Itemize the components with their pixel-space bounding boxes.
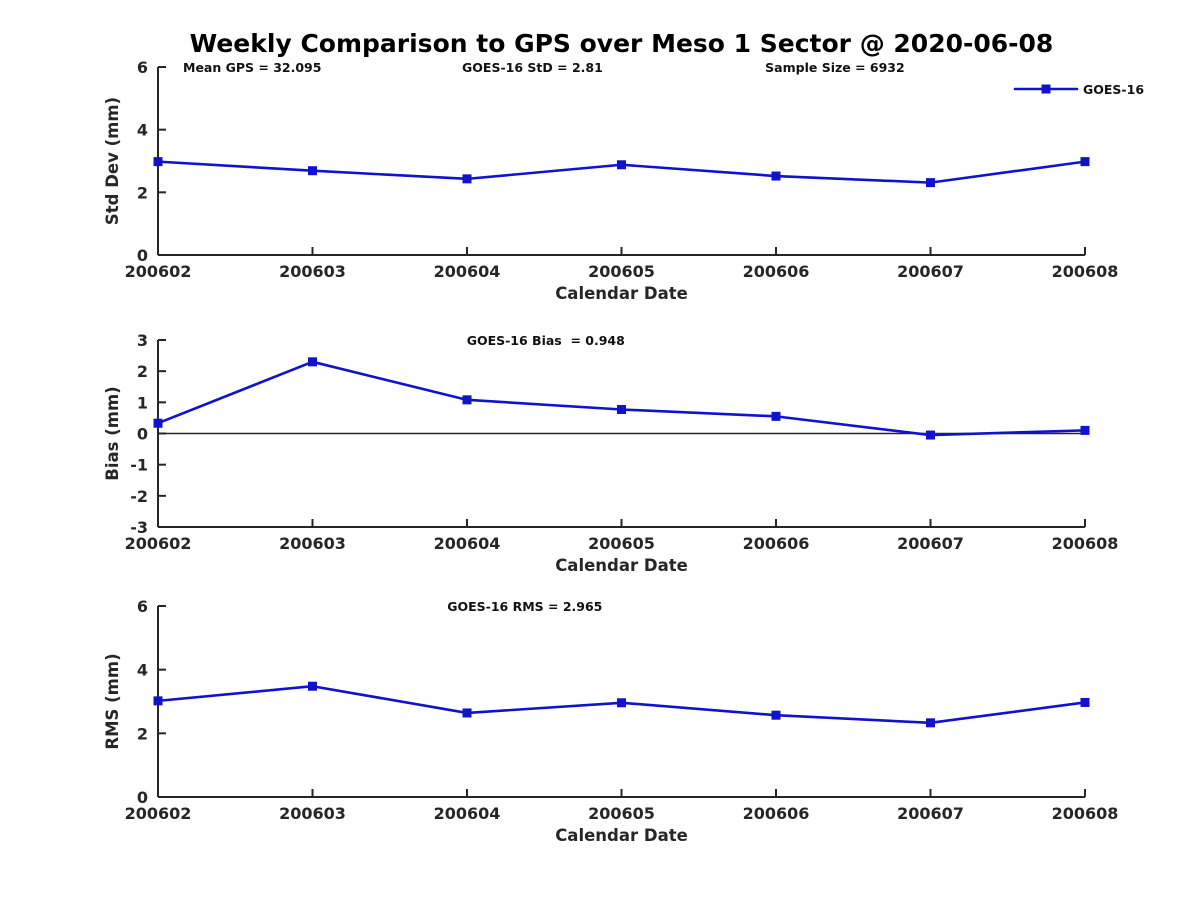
y-axis-label: Std Dev (mm): [103, 97, 122, 225]
y-tick-label: 0: [137, 246, 148, 265]
x-axis-label: Calendar Date: [555, 826, 688, 845]
data-point-marker: [926, 718, 935, 728]
x-tick-label: 200608: [1052, 262, 1119, 281]
y-axis-label: RMS (mm): [103, 653, 122, 749]
data-point-marker: [462, 395, 472, 405]
data-point-marker: [153, 157, 163, 167]
y-tick-label: 3: [137, 331, 148, 350]
x-tick-label: 200607: [897, 804, 964, 823]
x-tick-label: 200603: [279, 804, 346, 823]
x-tick-label: 200606: [743, 262, 810, 281]
x-tick-label: 200603: [279, 262, 346, 281]
x-tick-label: 200602: [125, 534, 192, 553]
y-tick-label: 6: [137, 597, 148, 616]
y-tick-label: 2: [137, 183, 148, 202]
legend-marker: [1041, 84, 1051, 94]
data-point-marker: [308, 681, 317, 691]
data-point-marker: [771, 171, 781, 181]
x-tick-label: 200602: [125, 804, 192, 823]
x-tick-label: 200608: [1052, 534, 1119, 553]
data-point-marker: [926, 178, 935, 188]
data-point-marker: [617, 405, 626, 415]
data-point-marker: [462, 174, 472, 184]
annotation: Mean GPS = 32.095: [183, 60, 321, 75]
y-tick-label: -2: [130, 487, 148, 506]
data-point-marker: [771, 411, 781, 421]
figure-title: Weekly Comparison to GPS over Meso 1 Sec…: [189, 29, 1054, 58]
y-tick-label: 4: [137, 661, 148, 680]
x-tick-label: 200602: [125, 262, 192, 281]
data-point-marker: [771, 710, 781, 720]
legend-label: GOES-16: [1083, 82, 1144, 97]
data-point-marker: [617, 160, 626, 170]
data-point-marker: [1080, 425, 1090, 435]
data-point-marker: [1080, 157, 1090, 167]
subplot-title: GOES-16 RMS = 2.965: [447, 599, 602, 614]
x-axis-label: Calendar Date: [555, 284, 688, 303]
x-axis-label: Calendar Date: [555, 556, 688, 575]
x-tick-label: 200606: [743, 804, 810, 823]
data-point-marker: [462, 708, 472, 718]
annotation: GOES-16 StD = 2.81: [462, 60, 603, 75]
y-tick-label: -3: [130, 518, 148, 537]
y-axis-label: Bias (mm): [103, 386, 122, 480]
data-point-marker: [153, 418, 163, 428]
x-tick-label: 200607: [897, 262, 964, 281]
x-tick-label: 200607: [897, 534, 964, 553]
annotation: Sample Size = 6932: [765, 60, 905, 75]
data-point-marker: [926, 430, 935, 440]
data-point-marker: [153, 696, 163, 706]
data-point-marker: [1080, 697, 1090, 707]
x-tick-label: 200604: [434, 534, 501, 553]
y-tick-label: 0: [137, 425, 148, 444]
x-tick-label: 200605: [588, 804, 655, 823]
legend: GOES-16: [1013, 82, 1144, 97]
x-tick-label: 200604: [434, 262, 501, 281]
y-tick-label: 0: [137, 788, 148, 807]
x-tick-label: 200605: [588, 262, 655, 281]
x-tick-label: 200604: [434, 804, 501, 823]
x-tick-label: 200603: [279, 534, 346, 553]
y-tick-label: 6: [137, 58, 148, 77]
data-point-marker: [617, 698, 626, 708]
series-line: [156, 360, 1087, 437]
x-tick-label: 200606: [743, 534, 810, 553]
y-tick-label: -1: [130, 456, 148, 475]
data-point-marker: [308, 357, 317, 367]
std-dev-subplot: 0 2 4 6 200602 200603 200604 200605 200606 200607…: [103, 58, 1144, 303]
x-tick-label: 200608: [1052, 804, 1119, 823]
y-tick-label: 1: [137, 393, 148, 412]
data-point-marker: [308, 166, 317, 176]
y-tick-label: 2: [137, 362, 148, 381]
y-tick-label: 2: [137, 724, 148, 743]
subplot-title: GOES-16 Bias = 0.948: [467, 333, 625, 348]
x-tick-label: 200605: [588, 534, 655, 553]
y-tick-label: 4: [137, 121, 148, 140]
